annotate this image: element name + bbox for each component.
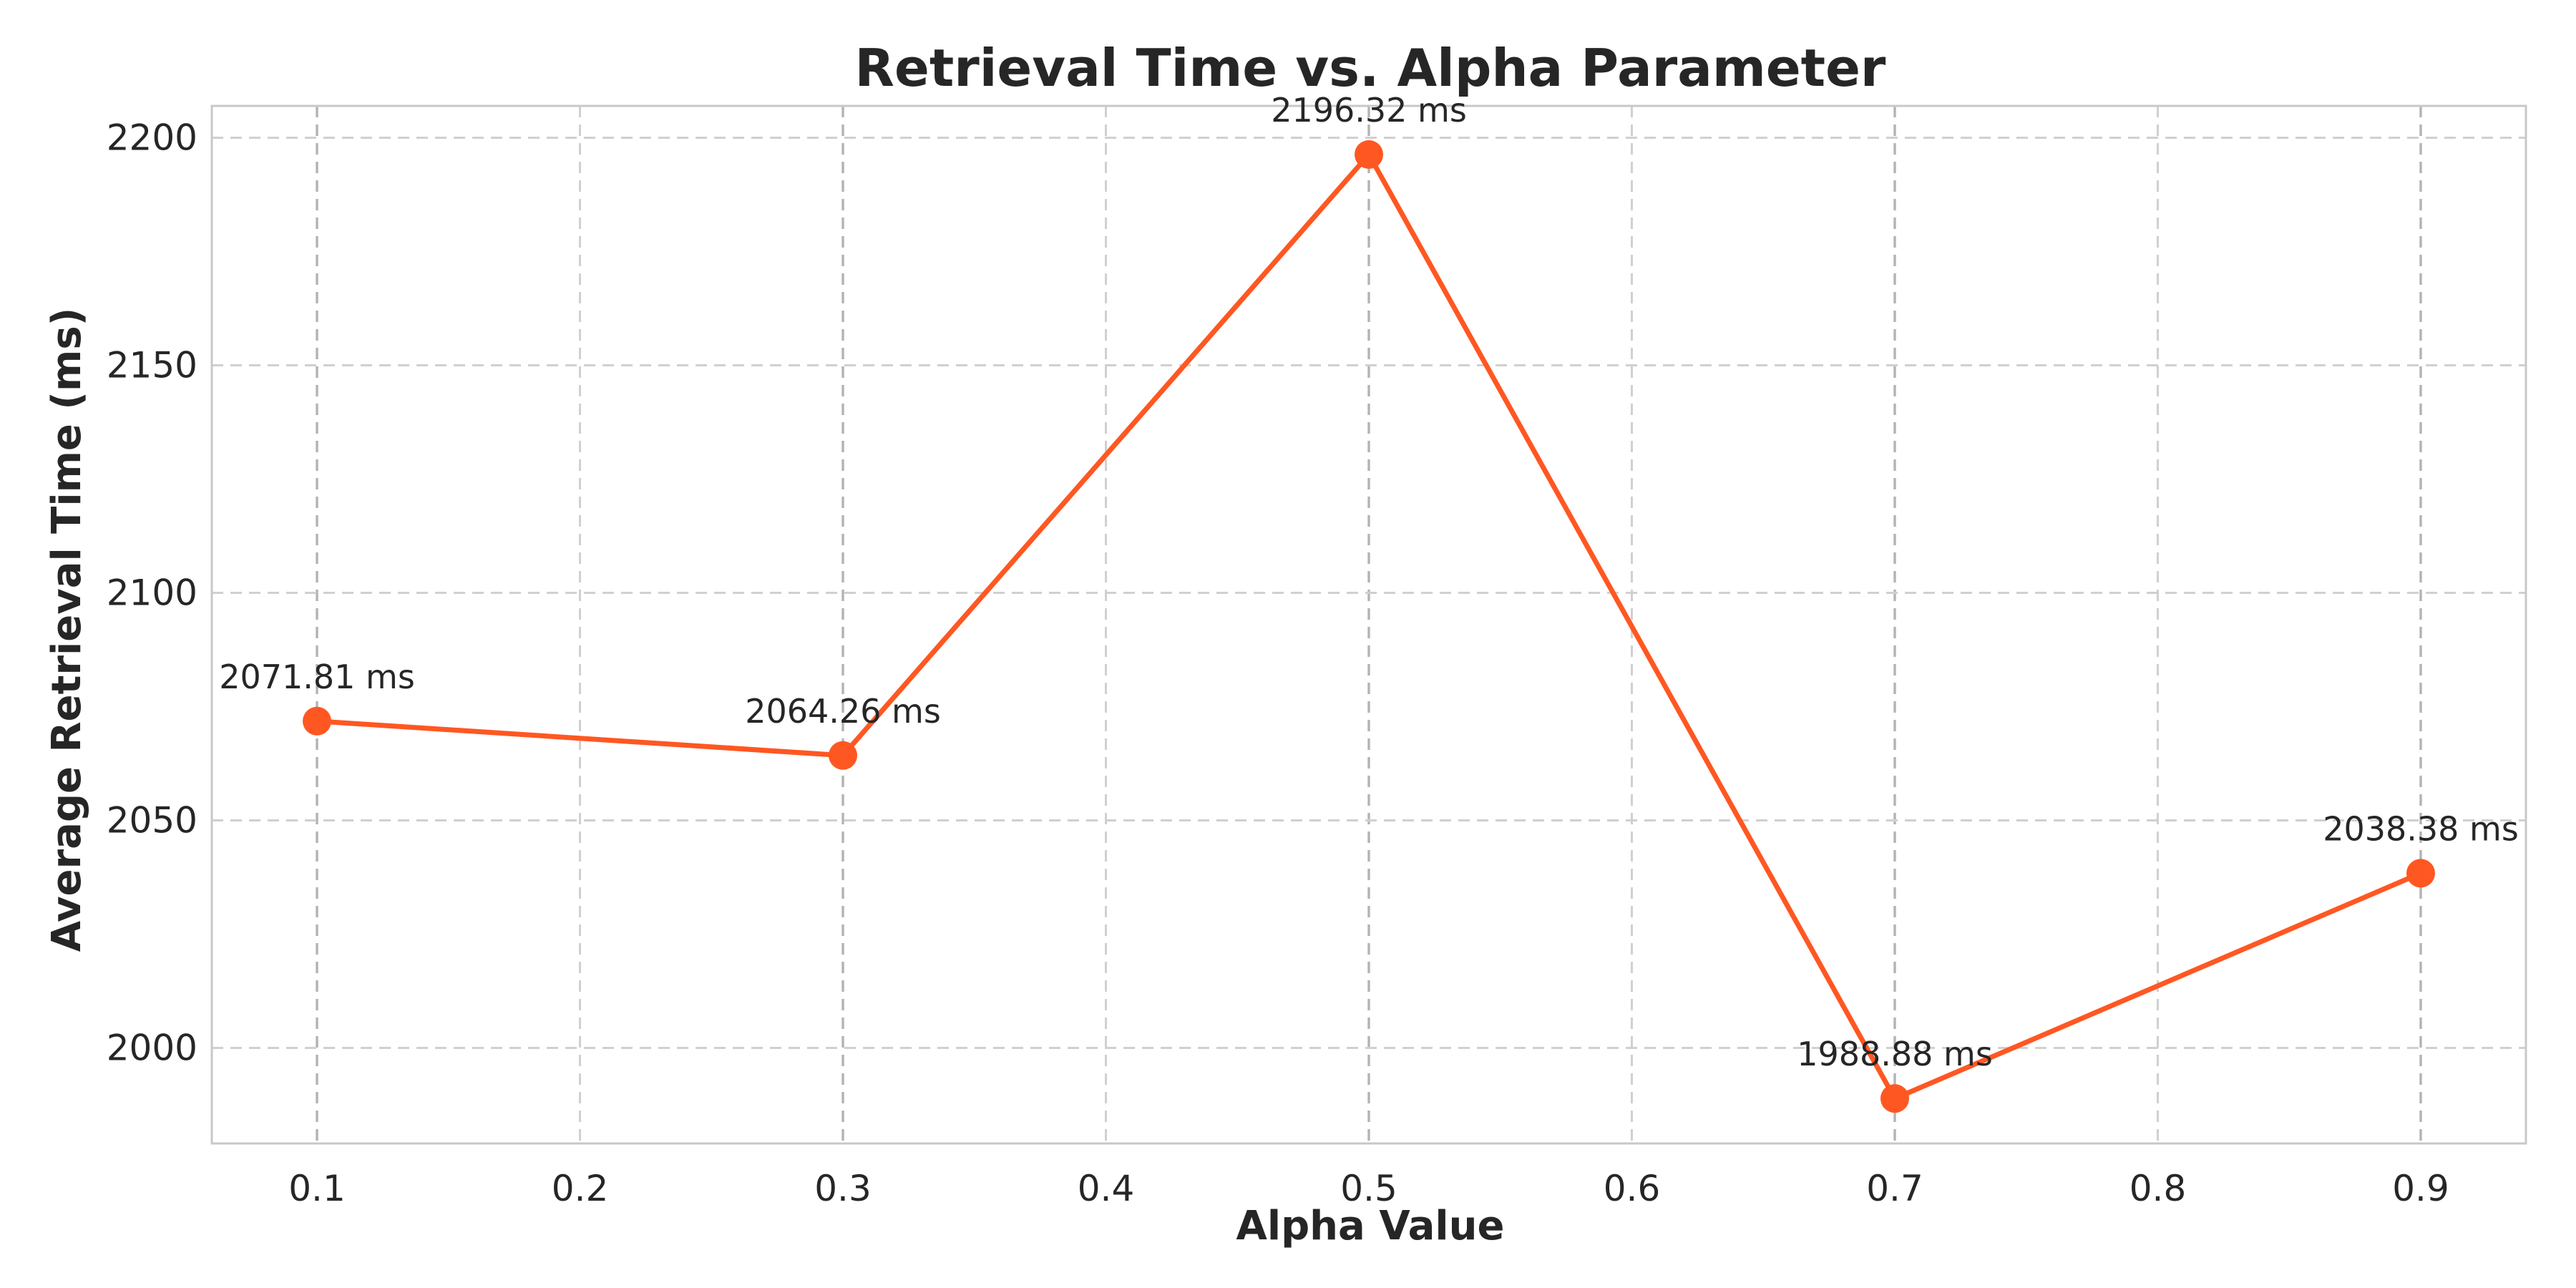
y-tick-label: 2050 [107, 799, 197, 841]
x-tick-label: 0.9 [2392, 1168, 2449, 1209]
x-tick-label: 0.6 [1604, 1168, 1661, 1209]
plot-border [210, 104, 2527, 1145]
data-point-label: 2064.26 ms [745, 692, 941, 731]
x-tick-label: 0.4 [1078, 1168, 1135, 1209]
data-point-marker [1355, 140, 1383, 169]
tick-labels: 0.1 0.2 0.3 0.4 0.5 0.6 0.7 0.8 0.9 2000 2050 2100 2… [107, 117, 2449, 1209]
chart-title: Retrieval Time vs. Alpha Parameter [855, 38, 1886, 98]
data-point-label: 2071.81 ms [219, 658, 415, 696]
data-point-label: 2196.32 ms [1271, 91, 1467, 130]
y-axis-label: Average Retrieval Time (ms) [44, 308, 90, 952]
data-markers [303, 140, 2435, 1113]
x-tick-label: 0.7 [1866, 1168, 1923, 1209]
y-tick-label: 2100 [107, 572, 197, 613]
x-tick-label: 0.1 [288, 1168, 346, 1209]
data-point-marker [1880, 1084, 1909, 1113]
data-point-label: 2038.38 ms [2323, 809, 2519, 848]
x-tick-label: 0.2 [552, 1168, 609, 1209]
y-tick-label: 2200 [107, 117, 197, 159]
x-tick-label: 0.5 [1340, 1168, 1397, 1209]
data-point-marker [2406, 859, 2435, 888]
x-tick-label: 0.8 [2129, 1168, 2187, 1209]
data-point-marker [829, 741, 857, 770]
data-labels: 2071.81 ms 2064.26 ms 2196.32 ms 1988.88 ms… [219, 91, 2519, 1073]
y-tick-label: 2150 [107, 345, 197, 386]
y-tick-label: 2000 [107, 1027, 197, 1068]
data-point-label: 1988.88 ms [1797, 1035, 1993, 1073]
data-point-marker [303, 706, 331, 736]
grid-lines [212, 106, 2526, 1143]
plot-frame [210, 104, 2527, 1145]
x-axis-label: Alpha Value [1236, 1203, 1505, 1249]
x-tick-label: 0.3 [814, 1168, 872, 1209]
